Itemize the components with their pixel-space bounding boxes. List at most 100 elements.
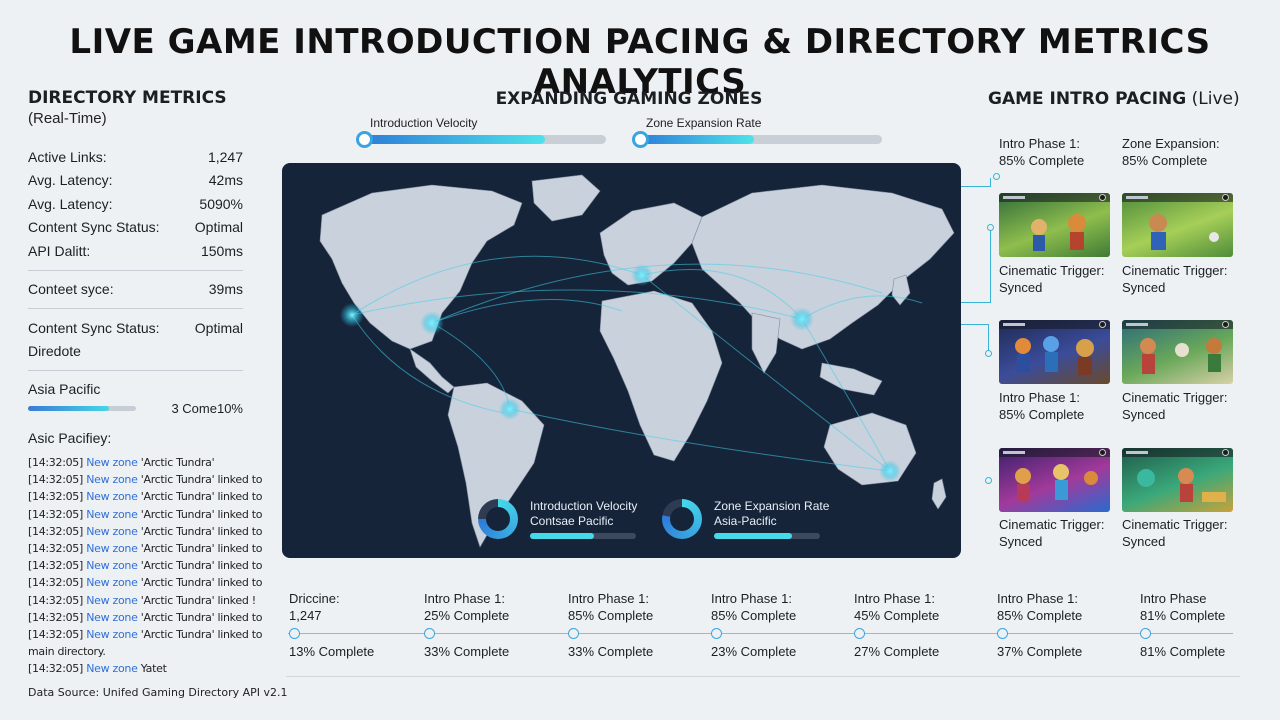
game-thumbnail[interactable] xyxy=(1122,448,1233,512)
timeline-bottom-label: 33% Complete xyxy=(424,644,510,659)
slider-track[interactable] xyxy=(632,131,882,148)
timeline-node[interactable] xyxy=(1140,628,1151,639)
zone-node xyxy=(790,307,814,331)
log-entry: [14:32:05] New zone Yatet xyxy=(28,660,243,677)
log-tag[interactable]: New zone xyxy=(86,541,138,555)
timeline-node[interactable] xyxy=(854,628,865,639)
timeline-node[interactable] xyxy=(568,628,579,639)
timeline-stage: Intro Phase 1: xyxy=(424,591,505,606)
zone-node xyxy=(631,264,653,286)
metric-row: API Dalitt: 150ms xyxy=(28,239,243,263)
log-time: [14:32:05] xyxy=(28,541,83,555)
log-message: 'Arctic Tundra' xyxy=(137,456,215,469)
pacing-label-status: 85% Complete xyxy=(999,153,1085,168)
character-icon xyxy=(1140,338,1222,374)
slider-handle[interactable] xyxy=(356,131,373,148)
log-message: 'Arctic Tundra' linked to xyxy=(137,610,263,624)
route-line xyxy=(431,298,623,324)
log-tag[interactable]: New zone xyxy=(86,490,138,504)
game-thumbnail[interactable] xyxy=(1122,193,1233,257)
log-tag[interactable]: New zone xyxy=(86,610,138,624)
world-map[interactable]: Introduction Velocity Contsae Pacific Zo… xyxy=(282,163,961,558)
log-tag[interactable]: New zone xyxy=(86,662,138,676)
log-time: [14:32:05] xyxy=(28,662,83,676)
timeline-stage-value: 81% Complete xyxy=(1140,608,1226,623)
route-line xyxy=(801,295,923,320)
metric-row: Avg. Latency: 5090% xyxy=(28,192,243,216)
timeline-node[interactable] xyxy=(997,628,1008,639)
metrics-list: Active Links: 1,247 Avg. Latency: 42ms Avg… xyxy=(28,145,243,371)
log-entry: [14:32:05] New zone 'Arctic Tundra' link… xyxy=(28,488,262,505)
thumbnail-title-bar xyxy=(1126,323,1148,326)
timeline-node[interactable] xyxy=(289,628,300,639)
directory-metrics-panel: DIRECTORY METRICS (Real-Time) Active Lin… xyxy=(28,88,262,677)
thumbnail-badge-icon xyxy=(1222,449,1229,456)
game-thumbnail[interactable] xyxy=(999,448,1110,512)
game-thumbnail[interactable] xyxy=(999,320,1110,384)
thumbnail-toolbar xyxy=(999,193,1110,202)
timeline-stage: Driccine: xyxy=(289,591,340,606)
log-time: [14:32:05] xyxy=(28,524,83,538)
timeline-bottom-label: 27% Complete xyxy=(854,644,940,659)
metric-label: API Dalitt: xyxy=(28,242,91,259)
connector-line xyxy=(990,178,991,187)
gauge-title: Zone Expansion Rate xyxy=(714,499,830,513)
connector-line xyxy=(961,186,991,187)
connector-dot xyxy=(993,173,1000,180)
slider-handle[interactable] xyxy=(632,131,649,148)
log-tag[interactable]: New zone xyxy=(86,576,138,590)
thumbnail-toolbar xyxy=(1122,193,1233,202)
log-time: [14:32:05] xyxy=(28,593,83,607)
gauge-bar-fill xyxy=(530,533,594,539)
pacing-label-title: Cinematic Trigger: xyxy=(1122,517,1228,532)
game-thumbnail[interactable] xyxy=(999,193,1110,257)
pacing-label: Cinematic Trigger: Synced xyxy=(999,262,1104,296)
metric-label: Avg. Latency: xyxy=(28,172,113,189)
thumbnail-badge-icon xyxy=(1222,194,1229,201)
metric-value: 39ms xyxy=(208,281,243,298)
connector-line xyxy=(961,302,991,303)
continent-japan xyxy=(891,274,911,306)
metric-label: Active Links: xyxy=(28,148,107,165)
connector-dot xyxy=(985,350,992,357)
zone-expansion-rate-slider[interactable]: Zone Expansion Rate xyxy=(632,116,882,148)
continent-africa xyxy=(599,290,723,462)
route-line xyxy=(351,255,643,316)
log-time: [14:32:05] xyxy=(28,627,83,641)
continent-australia xyxy=(823,412,917,486)
log-tag[interactable]: New zone xyxy=(86,456,138,469)
slider-track[interactable] xyxy=(356,131,606,148)
thumbnail-title-bar xyxy=(1003,323,1025,326)
region-label: Asia Pacific xyxy=(28,381,101,397)
introduction-velocity-gauge: Introduction Velocity Contsae Pacific xyxy=(478,499,637,539)
log-message: 'Arctic Tundra' linked to xyxy=(137,627,263,641)
log-tag[interactable]: New zone xyxy=(86,507,138,521)
timeline-top-label: Intro Phase 1: 85% Complete xyxy=(568,590,653,624)
thumbnail-badge-icon xyxy=(1099,194,1106,201)
log-message: 'Arctic Tundra' linked to xyxy=(137,473,263,487)
connector-line xyxy=(961,324,989,325)
log-tag[interactable]: New zone xyxy=(86,559,138,573)
log-tag[interactable]: New zone xyxy=(86,627,138,641)
timeline-node[interactable] xyxy=(711,628,722,639)
continent-north-america xyxy=(319,184,523,350)
log-entry: [14:32:05] New zone 'Arctic Tundra' link… xyxy=(28,506,262,523)
timeline-top-label: Intro Phase 81% Complete xyxy=(1140,590,1225,624)
log-tag[interactable]: New zone xyxy=(86,593,138,607)
introduction-velocity-slider[interactable]: Introduction Velocity xyxy=(356,116,606,148)
log-entry: [14:32:05] New zone 'Arctic Tundra' link… xyxy=(28,540,262,557)
intro-pacing-heading: GAME INTRO PACING (Live) xyxy=(988,89,1240,109)
gauge-text: Introduction Velocity Contsae Pacific xyxy=(530,499,637,539)
log-time: [14:32:05] xyxy=(28,507,83,521)
continent-india xyxy=(751,312,781,374)
gauge-bar xyxy=(714,533,820,539)
live-indicator: (Live) xyxy=(1186,89,1240,109)
timeline-node[interactable] xyxy=(424,628,435,639)
log-tag[interactable]: New zone xyxy=(86,473,138,487)
timeline-top-label: Intro Phase 1: 85% Complete xyxy=(711,590,796,624)
metric-value: 42ms xyxy=(208,172,243,189)
log-tag[interactable]: New zone xyxy=(86,524,138,538)
game-thumbnail[interactable] xyxy=(1122,320,1233,384)
connector-line xyxy=(990,228,991,303)
thumbnail-badge-icon xyxy=(1099,449,1106,456)
